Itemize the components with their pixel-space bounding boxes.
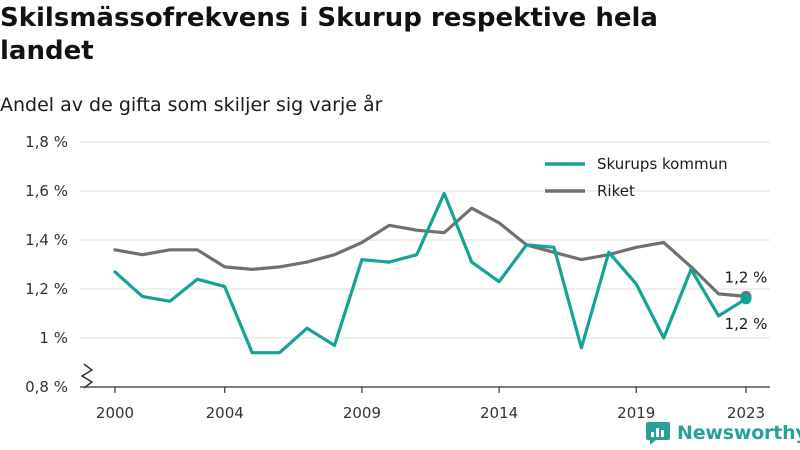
series-line-skurup bbox=[113, 191, 748, 355]
axis-layer: 0,8 % 1 % 1,2 % 1,4 % 1,6 % 1,8 % 2000 2004 2009… bbox=[25, 133, 770, 422]
chart-subtitle: Andel av de gifta som skiljer sig varje … bbox=[0, 94, 383, 116]
y-tick-label: 1,6 % bbox=[25, 182, 68, 200]
end-labels: 1,2 % 1,2 % bbox=[725, 268, 768, 332]
y-tick-label: 1,2 % bbox=[25, 280, 68, 298]
legend-label: Riket bbox=[597, 182, 635, 200]
end-label-riket: 1,2 % bbox=[725, 268, 768, 286]
newsworthy-logo-icon bbox=[646, 422, 670, 445]
brand: Newsworthy bbox=[645, 419, 800, 447]
x-tick-label: 2004 bbox=[206, 404, 244, 422]
x-tick-label: 2014 bbox=[480, 404, 518, 422]
legend-label: Skurups kommun bbox=[597, 155, 728, 173]
legend: Skurups kommun Riket bbox=[545, 155, 728, 200]
x-tick-label: 2000 bbox=[96, 404, 134, 422]
series-line-riket bbox=[113, 206, 748, 298]
brand-name: Newsworthy bbox=[677, 422, 800, 444]
x-tick-label: 2019 bbox=[617, 404, 655, 422]
x-tick-label: 2009 bbox=[343, 404, 381, 422]
axis-break-icon bbox=[80, 363, 94, 389]
chart-title: Skilsmässofrekvens i Skurup respektive h… bbox=[0, 3, 658, 66]
end-label-skurup: 1,2 % bbox=[725, 315, 768, 333]
x-tick-label: 2023 bbox=[727, 404, 765, 422]
series-layer bbox=[113, 191, 752, 355]
y-tick-label: 1,8 % bbox=[25, 133, 68, 151]
y-tick-label: 1,4 % bbox=[25, 231, 68, 249]
y-tick-label: 1 % bbox=[39, 329, 68, 347]
series-end-point bbox=[740, 293, 752, 305]
y-tick-label: 0,8 % bbox=[25, 378, 68, 396]
